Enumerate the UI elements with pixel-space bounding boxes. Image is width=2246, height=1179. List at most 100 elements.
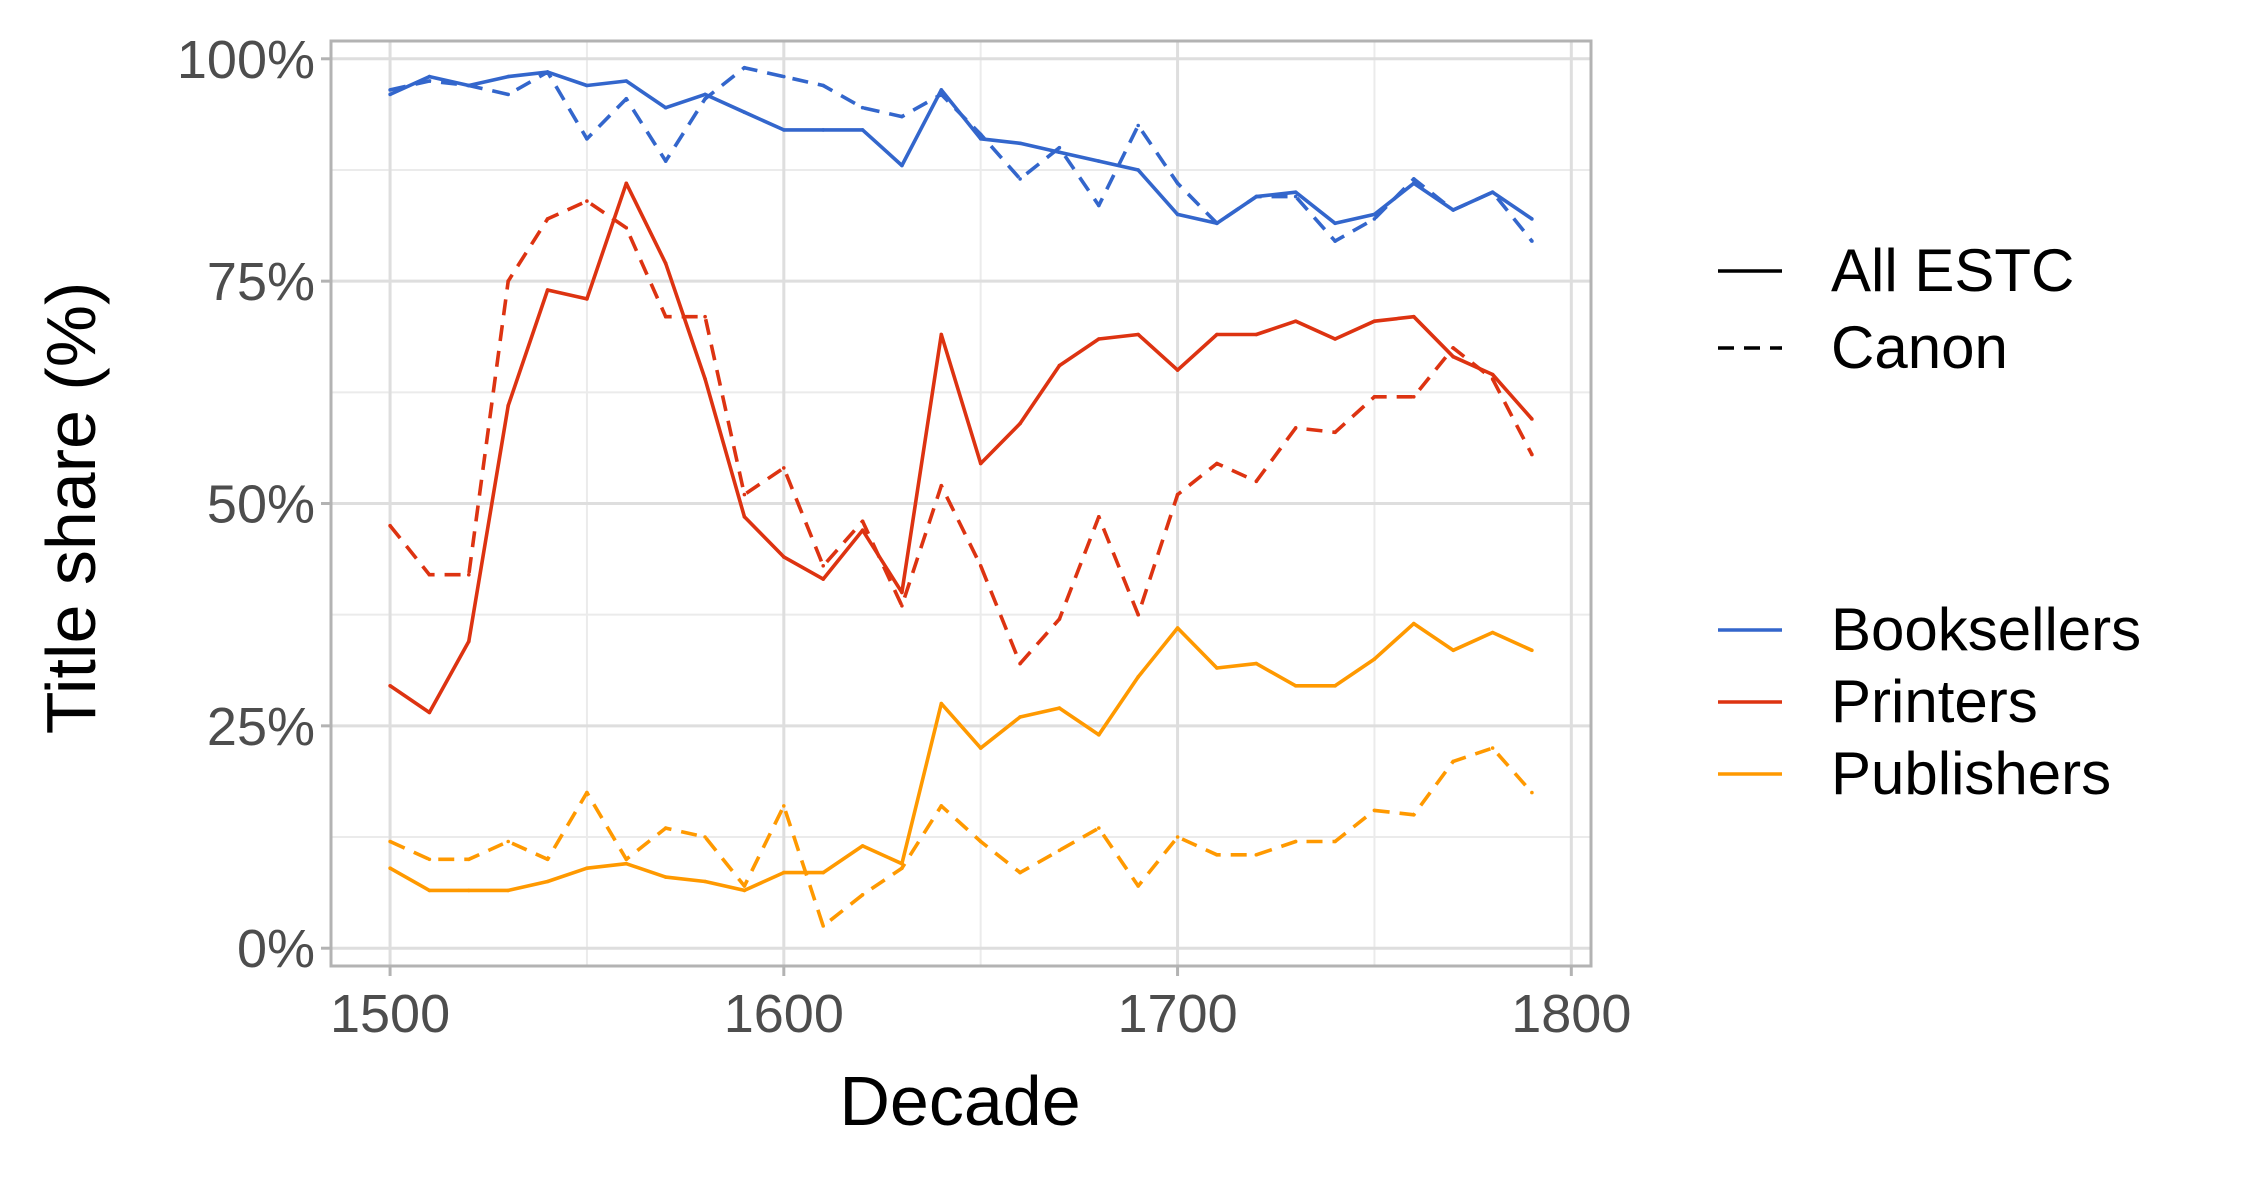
data-point — [1372, 808, 1377, 813]
data-point — [545, 70, 550, 74]
y-axis-title: Title share (%) — [32, 282, 110, 735]
data-point — [585, 199, 589, 203]
data-point — [900, 590, 904, 595]
data-point — [467, 857, 471, 862]
legend-label: Booksellers — [1831, 596, 2141, 663]
data-point — [860, 844, 865, 848]
data-point — [1057, 706, 1062, 710]
data-point — [1057, 145, 1062, 150]
grid — [331, 41, 1591, 966]
data-point — [703, 879, 707, 884]
data-point — [1136, 123, 1140, 128]
data-point — [978, 461, 983, 466]
data-point — [742, 110, 747, 114]
data-point — [1057, 150, 1062, 154]
data-point — [1018, 870, 1022, 875]
data-point — [782, 128, 786, 132]
legend-label: All ESTC — [1831, 237, 2074, 304]
series-booksellers-canon — [388, 65, 1534, 243]
data-point — [978, 839, 983, 844]
data-point — [427, 74, 432, 79]
data-point — [860, 128, 865, 132]
data-point — [939, 332, 944, 337]
data-point — [742, 515, 747, 519]
data-point — [388, 92, 392, 97]
y-tick-label: 0% — [237, 919, 315, 979]
data-point — [1018, 661, 1022, 666]
data-point — [1293, 190, 1298, 194]
data-point — [663, 105, 668, 110]
data-point — [624, 861, 629, 866]
data-point — [585, 866, 589, 870]
data-point — [1372, 212, 1377, 217]
data-point — [1215, 332, 1219, 337]
data-point — [703, 314, 707, 319]
data-point — [427, 572, 432, 577]
data-point — [939, 88, 944, 92]
data-point — [1175, 181, 1180, 186]
data-point — [1490, 746, 1495, 750]
legend-label: Printers — [1831, 668, 2038, 735]
data-point — [978, 564, 983, 568]
data-point — [585, 83, 589, 88]
data-point — [1333, 684, 1337, 688]
data-point — [1097, 159, 1101, 163]
data-point — [1018, 715, 1022, 719]
data-point — [506, 74, 511, 79]
series-publishers-canon — [388, 746, 1534, 928]
data-point — [1057, 363, 1062, 368]
y-tick-label: 75% — [207, 252, 315, 312]
data-point — [1490, 630, 1495, 635]
data-point — [1175, 492, 1180, 497]
data-point — [978, 746, 983, 750]
data-point — [703, 835, 707, 839]
data-point — [1372, 217, 1377, 221]
data-point — [1057, 617, 1062, 621]
data-point — [1372, 319, 1377, 324]
data-point — [1333, 839, 1337, 844]
data-point — [1215, 221, 1219, 226]
data-point — [939, 92, 944, 97]
legend-label: Canon — [1831, 314, 2008, 381]
data-point — [703, 92, 707, 97]
data-point — [624, 181, 629, 186]
data-point — [388, 88, 392, 92]
data-point — [1412, 813, 1416, 817]
data-point — [467, 639, 471, 644]
data-point — [1097, 733, 1101, 737]
data-point — [388, 684, 392, 688]
data-point — [1412, 314, 1416, 319]
data-point — [1293, 839, 1298, 844]
data-point — [467, 888, 471, 893]
data-point — [388, 866, 392, 870]
data-point — [663, 826, 668, 830]
data-point — [1254, 479, 1259, 484]
data-point — [1018, 421, 1022, 426]
data-point — [1490, 190, 1495, 194]
data-point — [1254, 853, 1259, 857]
data-point — [1097, 203, 1101, 208]
data-point — [585, 790, 589, 795]
data-point — [1293, 426, 1298, 430]
data-point — [1175, 626, 1180, 630]
data-point — [1372, 395, 1377, 399]
legend-label: Publishers — [1831, 740, 2111, 807]
data-point — [742, 492, 747, 497]
series-line — [388, 199, 1534, 666]
data-point — [900, 163, 904, 168]
data-point — [624, 857, 629, 862]
data-point — [1412, 177, 1416, 181]
data-point — [782, 555, 786, 559]
x-tick-label: 1500 — [330, 984, 450, 1044]
data-point — [388, 839, 392, 844]
data-point — [1412, 395, 1416, 399]
data-point — [900, 114, 904, 119]
data-point — [1333, 430, 1337, 435]
series-line — [389, 181, 1534, 715]
data-point — [1451, 354, 1455, 359]
data-point — [1097, 515, 1101, 519]
data-point — [821, 870, 825, 875]
data-point — [821, 577, 825, 581]
data-point — [1490, 377, 1495, 381]
